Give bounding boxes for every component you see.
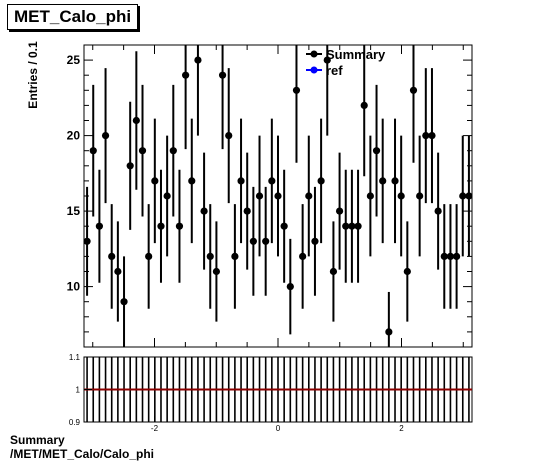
data-point (434, 207, 442, 215)
data-point (280, 222, 288, 230)
data-point (397, 192, 405, 200)
legend-marker (310, 50, 318, 58)
data-point (132, 116, 140, 125)
y-tick-label: 10 (67, 280, 81, 294)
footer-label: Summary (10, 433, 65, 447)
data-point (459, 192, 467, 200)
ratio-plot: 0.9 1 1.1 -2 0 2 (69, 353, 473, 433)
data-point (403, 267, 411, 276)
y-tick-label: 25 (67, 53, 81, 67)
footer-path: /MET/MET_Calo/Calo_phi (10, 447, 155, 461)
data-point (151, 177, 159, 185)
data-point (465, 192, 473, 200)
data-point (305, 192, 313, 200)
data-point (243, 207, 251, 215)
ratio-y-tick-label: 1 (76, 386, 81, 395)
data-point (163, 192, 171, 200)
data-point (360, 101, 368, 109)
data-point (385, 328, 393, 336)
ratio-x-tick-label: -2 (151, 424, 159, 433)
data-point (237, 177, 245, 185)
data-point (440, 252, 448, 260)
ratio-x-tick-label: 0 (276, 424, 281, 433)
data-point (286, 283, 294, 291)
data-point (212, 267, 221, 276)
data-point (366, 192, 374, 200)
y-axis-label: Entries / 0.1 (26, 41, 40, 109)
data-point (317, 177, 325, 185)
data-point (335, 207, 344, 215)
data-point (231, 252, 239, 260)
data-point (114, 267, 122, 276)
y-tick-label: 15 (67, 204, 81, 218)
data-point (169, 147, 177, 155)
data-point (182, 71, 190, 79)
ratio-y-tick-label: 1.1 (69, 353, 81, 362)
data-point (409, 86, 418, 94)
data-point (138, 147, 147, 155)
data-point (428, 132, 436, 140)
data-point (274, 192, 282, 200)
data-point (194, 56, 202, 64)
data-point (329, 267, 338, 276)
data-point (218, 71, 227, 79)
data-point (95, 222, 103, 230)
data-point (342, 222, 350, 230)
data-point (120, 298, 128, 306)
data-point (416, 192, 424, 200)
data-point (311, 237, 319, 245)
data-point (262, 237, 270, 245)
legend-label: ref (326, 63, 343, 78)
data-point (268, 177, 276, 185)
data-point (422, 132, 430, 140)
data-point (157, 222, 165, 230)
data-point (372, 147, 381, 155)
data-point (225, 132, 233, 140)
data-point (126, 162, 134, 170)
data-point (255, 192, 264, 200)
data-point (323, 56, 331, 64)
y-tick-label: 20 (67, 129, 81, 143)
data-point (391, 177, 399, 185)
data-point (108, 252, 116, 260)
data-point (206, 252, 214, 260)
data-point (446, 252, 455, 260)
data-point (453, 252, 461, 260)
legend-label: Summary (326, 47, 386, 62)
data-point (379, 177, 387, 185)
data-point (348, 222, 356, 230)
data-point (249, 237, 257, 245)
legend-marker (310, 66, 318, 74)
data-point (83, 237, 91, 245)
data-point (354, 222, 362, 230)
ratio-y-tick-label: 0.9 (69, 418, 81, 427)
data-point (200, 207, 208, 215)
data-point (188, 177, 196, 185)
data-point (89, 147, 97, 155)
data-point (299, 252, 307, 260)
data-point (101, 132, 110, 140)
data-point (175, 222, 184, 230)
data-point (292, 86, 301, 94)
histogram-title: MET_Calo_phi (7, 4, 139, 30)
ratio-x-tick-label: 2 (399, 424, 404, 433)
data-point (145, 252, 153, 260)
